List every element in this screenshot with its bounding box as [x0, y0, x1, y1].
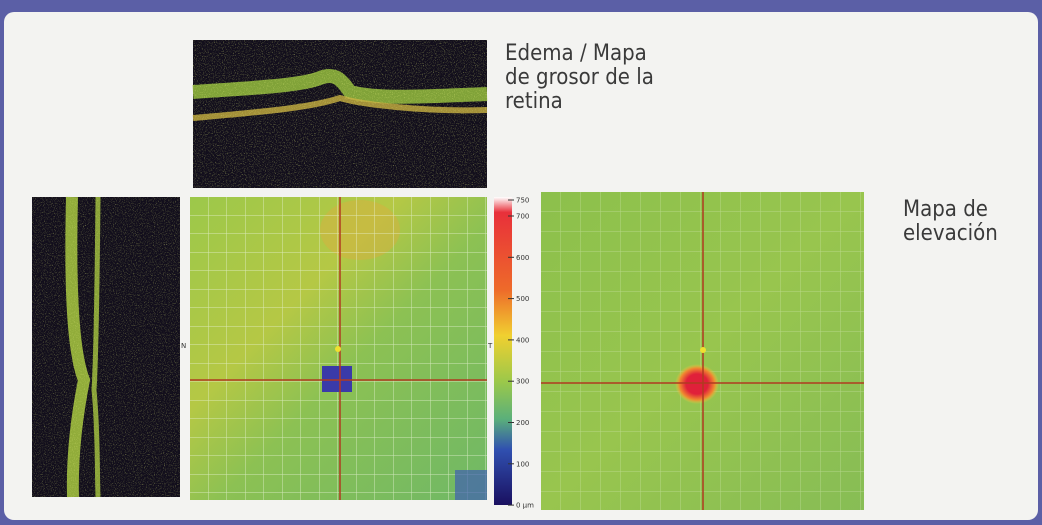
caption-line: de grosor de la	[505, 65, 654, 90]
b-scan-vertical	[32, 196, 180, 498]
scale-label: 0 µm	[516, 502, 534, 510]
scale-label: 400	[516, 336, 529, 344]
caption-line: elevación	[903, 221, 998, 246]
scale-label: 100	[516, 460, 529, 468]
scale-label: 750	[516, 197, 529, 205]
caption-line: Mapa de	[903, 197, 988, 222]
color-scale	[494, 197, 512, 505]
scale-label: 300	[516, 378, 529, 386]
b-scan-horizontal	[192, 40, 488, 188]
scale-label: 200	[516, 419, 529, 427]
caption-line: retina	[505, 89, 563, 114]
thickness-caption: Edema / Mapa de grosor de la retina	[505, 41, 654, 114]
elevation-map	[541, 192, 864, 510]
thickness-map	[190, 197, 487, 500]
scale-label: 500	[516, 295, 529, 303]
scale-labels: 750 700 600 500 400 300 200 100 0 µm	[508, 197, 534, 510]
temporal-label: T	[487, 342, 493, 350]
elevation-caption: Mapa de elevación	[903, 197, 998, 246]
nasal-label: N	[181, 342, 186, 350]
caption-line: Edema / Mapa	[505, 41, 647, 66]
scale-label: 600	[516, 254, 529, 262]
scale-label: 700	[516, 213, 529, 221]
